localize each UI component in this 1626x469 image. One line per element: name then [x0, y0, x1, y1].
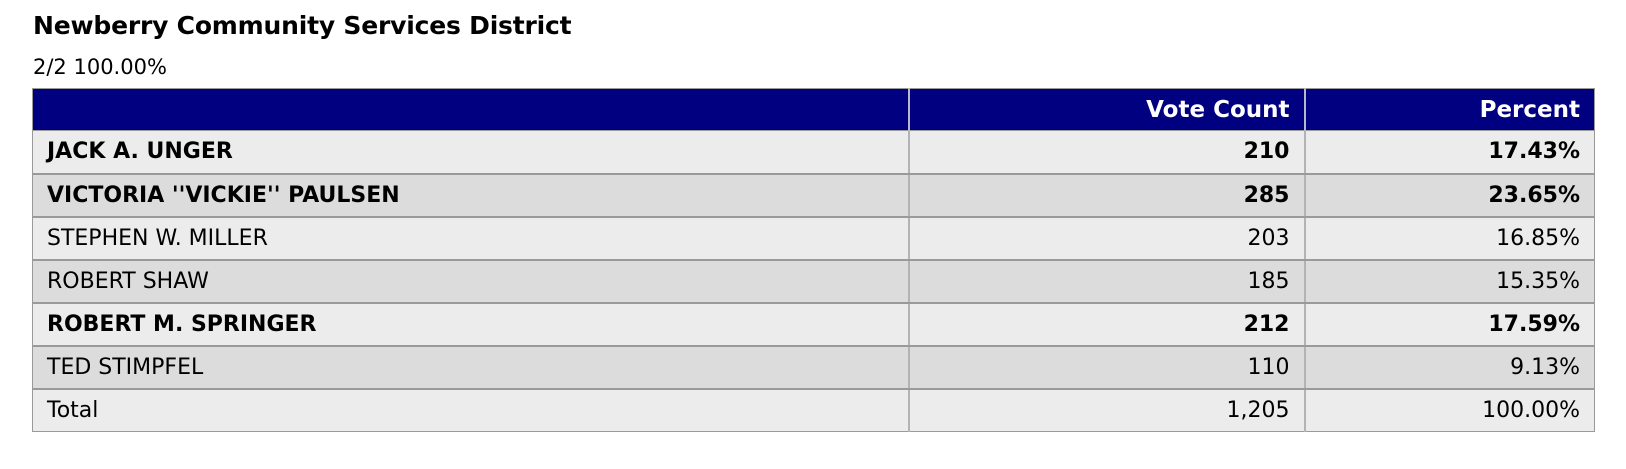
candidate-percent: 17.43% [1304, 130, 1595, 175]
candidate-vote-count: 203 [908, 216, 1306, 261]
column-header-vote-count[interactable]: Vote Count [908, 88, 1306, 131]
table-header: Vote Count Percent [32, 88, 1595, 131]
candidate-name: VICTORIA ''VICKIE'' PAULSEN [32, 173, 910, 218]
table-row: VICTORIA ''VICKIE'' PAULSEN 285 23.65% [32, 173, 1595, 218]
candidate-percent: 9.13% [1304, 345, 1595, 390]
candidate-vote-count: 212 [908, 302, 1306, 347]
table-row: ROBERT M. SPRINGER 212 17.59% [32, 302, 1595, 347]
candidate-percent: 17.59% [1304, 302, 1595, 347]
candidate-name: TED STIMPFEL [32, 345, 910, 390]
table-row: STEPHEN W. MILLER 203 16.85% [32, 216, 1595, 261]
candidate-vote-count: 285 [908, 173, 1306, 218]
column-header-candidate[interactable] [32, 88, 910, 131]
candidate-name: ROBERT M. SPRINGER [32, 302, 910, 347]
table-body: JACK A. UNGER 210 17.43% VICTORIA ''VICKIE'… [32, 130, 1595, 432]
results-table-container: Vote Count Percent JACK A. UNGER 210 17.43… [32, 88, 1595, 432]
candidate-vote-count: 210 [908, 130, 1306, 175]
table-row: ROBERT SHAW 185 15.35% [32, 259, 1595, 304]
results-table: Vote Count Percent JACK A. UNGER 210 17.43… [32, 88, 1595, 432]
candidate-percent: 16.85% [1304, 216, 1595, 261]
candidate-percent: 23.65% [1304, 173, 1595, 218]
candidate-vote-count: 110 [908, 345, 1306, 390]
table-row: JACK A. UNGER 210 17.43% [32, 130, 1595, 175]
total-percent: 100.00% [1304, 388, 1595, 432]
total-vote-count: 1,205 [908, 388, 1306, 432]
column-header-percent[interactable]: Percent [1304, 88, 1595, 131]
candidate-name: ROBERT SHAW [32, 259, 910, 304]
candidate-name: JACK A. UNGER [32, 130, 910, 175]
precincts-reporting-status: 2/2 100.00% [33, 55, 167, 79]
total-label: Total [32, 388, 910, 432]
table-row: TED STIMPFEL 110 9.13% [32, 345, 1595, 390]
page-title: Newberry Community Services District [33, 11, 572, 40]
table-header-row: Vote Count Percent [32, 88, 1595, 131]
table-row-total: Total 1,205 100.00% [32, 388, 1595, 432]
candidate-vote-count: 185 [908, 259, 1306, 304]
candidate-name: STEPHEN W. MILLER [32, 216, 910, 261]
candidate-percent: 15.35% [1304, 259, 1595, 304]
